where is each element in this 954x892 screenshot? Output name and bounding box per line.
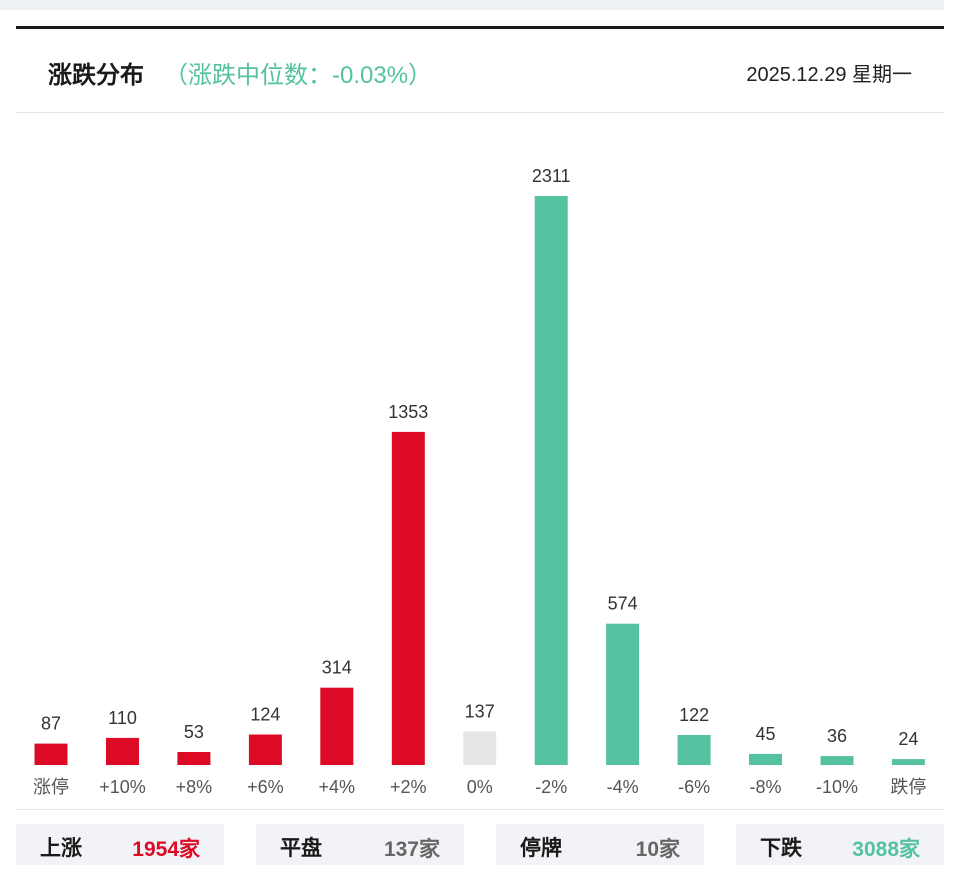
bar-8 bbox=[606, 623, 640, 765]
bar-value-label-12: 24 bbox=[898, 729, 918, 749]
bar-5 bbox=[391, 431, 425, 765]
category-label-5: +2% bbox=[390, 777, 427, 797]
bar-2 bbox=[177, 752, 211, 765]
bar-9 bbox=[677, 735, 711, 765]
bar-12 bbox=[891, 759, 925, 765]
bar-0 bbox=[34, 743, 68, 765]
summary-flat-label: 平盘 bbox=[280, 837, 322, 860]
bar-value-label-1: 110 bbox=[108, 708, 137, 728]
category-label-8: -4% bbox=[607, 777, 639, 797]
bar-value-label-4: 314 bbox=[322, 658, 352, 678]
distribution-chart: 87 涨停 110 +10% 53 +8% 124 +6% 314 +4% 1353 +2% 137 0%… bbox=[0, 113, 954, 810]
summary-flat-value: 137家 bbox=[383, 838, 440, 861]
summary-down-label: 下跌 bbox=[760, 837, 802, 860]
chart-header: 涨跌分布 （涨跌中位数：-0.03%） 2025.12.29 星期一 bbox=[16, 29, 944, 113]
summary-halted: 停牌 10家 bbox=[496, 824, 704, 865]
bar-value-label-0: 87 bbox=[41, 714, 61, 734]
bar-10 bbox=[749, 753, 782, 765]
category-label-10: -8% bbox=[749, 777, 781, 797]
summary-up: 上涨 1954家 bbox=[16, 824, 224, 865]
category-label-11: -10% bbox=[816, 777, 858, 797]
summary-up-value: 1954家 bbox=[132, 838, 200, 861]
bar-value-label-8: 574 bbox=[608, 594, 638, 614]
bar-value-label-11: 36 bbox=[827, 726, 847, 746]
bar-value-label-9: 122 bbox=[679, 705, 709, 725]
bar-value-label-6: 137 bbox=[465, 701, 495, 721]
bar-value-label-2: 53 bbox=[184, 722, 204, 742]
summary-down-value: 3088家 bbox=[852, 838, 920, 861]
category-label-7: -2% bbox=[535, 777, 567, 797]
summary-down: 下跌 3088家 bbox=[736, 824, 944, 865]
bar-value-label-3: 124 bbox=[250, 705, 280, 725]
category-label-0: 涨停 bbox=[33, 777, 69, 797]
bar-7 bbox=[534, 196, 568, 765]
bar-value-label-10: 45 bbox=[755, 724, 775, 744]
bar-value-label-5: 1353 bbox=[388, 402, 428, 422]
top-strip bbox=[0, 0, 944, 10]
category-label-3: +6% bbox=[247, 777, 284, 797]
median-change-subtitle: （涨跌中位数：-0.03%） bbox=[164, 62, 433, 89]
category-label-12: 跌停 bbox=[890, 777, 926, 797]
trading-date: 2025.12.29 星期一 bbox=[746, 64, 912, 86]
bar-value-label-7: 2311 bbox=[532, 166, 571, 186]
summary-halted-label: 停牌 bbox=[520, 837, 562, 860]
category-label-6: 0% bbox=[467, 777, 493, 797]
summary-flat: 平盘 137家 bbox=[256, 824, 464, 865]
summary-up-label: 上涨 bbox=[40, 837, 82, 860]
bar-1 bbox=[106, 737, 139, 765]
category-label-2: +8% bbox=[176, 777, 213, 797]
top-rule bbox=[16, 26, 944, 29]
summary-halted-value: 10家 bbox=[635, 838, 680, 861]
category-label-9: -6% bbox=[678, 777, 710, 797]
bar-11 bbox=[820, 756, 854, 765]
chart-divider bbox=[16, 809, 944, 810]
category-label-4: +4% bbox=[319, 777, 356, 797]
chart-title: 涨跌分布 bbox=[48, 62, 144, 89]
distribution-chart-svg: 87 涨停 110 +10% 53 +8% 124 +6% 314 +4% 1353 +2% 137 0%… bbox=[33, 166, 926, 797]
bar-3 bbox=[248, 734, 282, 765]
category-label-1: +10% bbox=[99, 777, 146, 797]
bar-6 bbox=[463, 731, 497, 765]
bar-4 bbox=[320, 687, 354, 765]
